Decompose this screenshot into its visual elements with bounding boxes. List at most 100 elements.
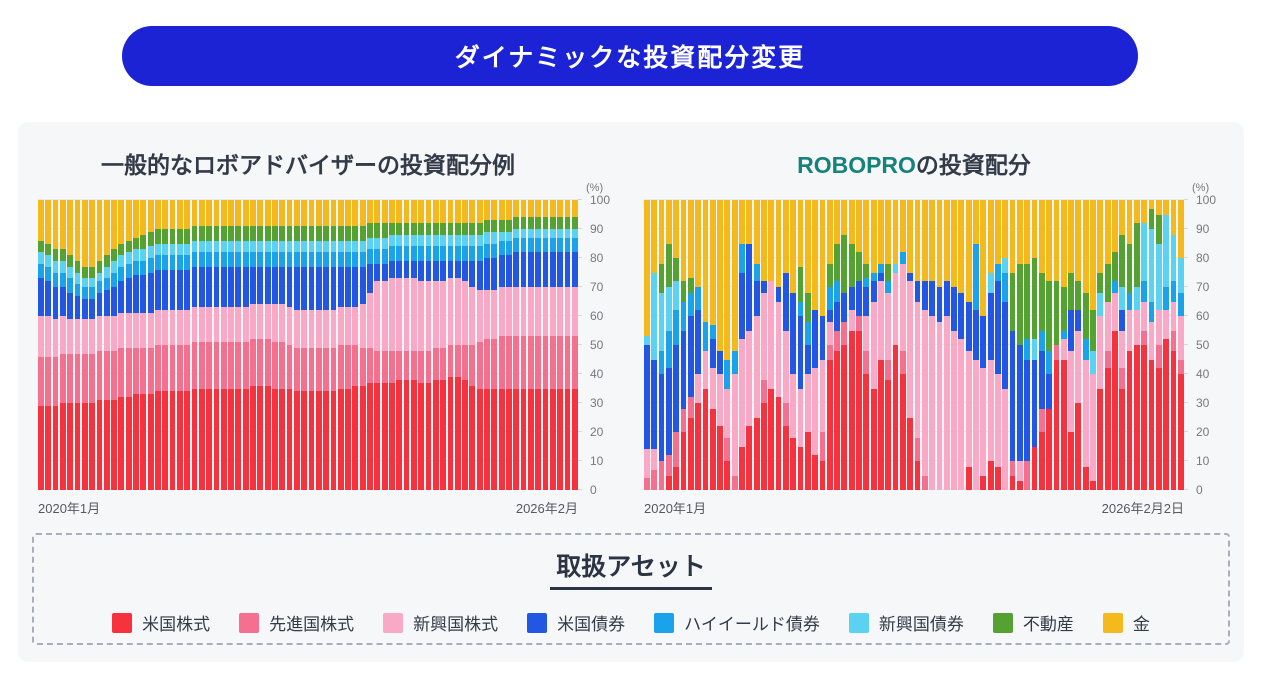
bar-segment xyxy=(330,226,337,241)
bar-segment xyxy=(140,275,147,314)
stacked-bar xyxy=(1046,200,1052,490)
bar-segment xyxy=(980,368,987,476)
bar-segment xyxy=(103,400,110,490)
bar-segment xyxy=(45,316,52,357)
bar-segment xyxy=(1068,350,1074,432)
y-tick-mark xyxy=(1184,431,1188,432)
bar-segment xyxy=(213,226,220,241)
bar-segment xyxy=(665,200,672,244)
bar-segment xyxy=(67,255,74,267)
bar-segment xyxy=(856,281,862,316)
bar-segment xyxy=(264,304,271,340)
bar-segment xyxy=(695,200,701,288)
bar-segment xyxy=(841,321,848,345)
stacked-bar xyxy=(687,200,694,490)
bar-segment xyxy=(753,417,760,490)
bar-segment xyxy=(761,379,767,403)
bar-segment xyxy=(447,278,454,346)
bar-segment xyxy=(272,304,278,343)
bar-segment xyxy=(739,339,745,447)
bar-segment xyxy=(717,374,723,427)
bar-segment xyxy=(52,260,59,273)
bar-segment xyxy=(768,200,775,282)
bar-segment xyxy=(724,359,731,389)
bar-segment xyxy=(557,336,563,389)
bar-segment xyxy=(323,226,329,241)
bar-segment xyxy=(899,252,906,264)
bar-segment xyxy=(228,240,234,253)
bar-segment xyxy=(133,275,139,314)
bar-segment xyxy=(914,281,921,302)
bar-segment xyxy=(1126,200,1133,244)
bar-segment xyxy=(899,350,906,374)
bar-segment xyxy=(272,240,278,253)
bar-segment xyxy=(870,272,877,282)
bar-segment xyxy=(337,266,344,308)
bar-segment xyxy=(520,217,527,230)
bar-segment xyxy=(440,379,446,490)
bar-segment xyxy=(687,316,694,398)
bar-segment xyxy=(768,388,775,490)
stacked-bar xyxy=(542,200,549,490)
bar-segment xyxy=(125,347,132,398)
bar-segment xyxy=(564,217,571,230)
bar-segment xyxy=(176,229,183,244)
bar-segment xyxy=(81,266,88,279)
gridline xyxy=(38,460,578,461)
bar-segment xyxy=(67,353,74,403)
bar-segment xyxy=(549,336,556,389)
bar-segment xyxy=(191,342,198,389)
bar-segment xyxy=(1177,292,1184,316)
bar-segment xyxy=(381,281,388,351)
bar-segment xyxy=(878,281,884,360)
bar-segment xyxy=(374,281,381,351)
bar-segment xyxy=(1177,258,1184,293)
bar-segment xyxy=(169,255,176,270)
stacked-bar xyxy=(965,200,972,490)
bar-segment xyxy=(680,301,687,331)
stacked-bar xyxy=(45,200,52,490)
bar-segment xyxy=(863,350,870,374)
bar-segment xyxy=(52,287,59,319)
y-tick-mark xyxy=(1184,402,1188,403)
bar-segment xyxy=(440,223,446,235)
bar-segment xyxy=(410,350,417,380)
y-tick-label: 80 xyxy=(1196,251,1210,265)
bar-segment xyxy=(542,200,549,218)
bar-segment xyxy=(133,200,139,238)
bar-segment xyxy=(1016,461,1023,482)
stacked-bar xyxy=(907,200,914,490)
bar-segment xyxy=(878,200,884,264)
bar-segment xyxy=(396,246,403,261)
gridline xyxy=(38,257,578,258)
bar-segment xyxy=(389,234,395,247)
bar-segment xyxy=(140,347,147,395)
bar-segment xyxy=(973,200,979,244)
bar-segment xyxy=(987,272,994,293)
bar-segment xyxy=(162,200,169,230)
bar-segment xyxy=(702,350,709,389)
gridline xyxy=(644,315,1184,316)
bar-segment xyxy=(768,281,775,389)
bar-segment xyxy=(308,200,315,227)
y-tick-label: 0 xyxy=(1196,483,1203,497)
bar-segment xyxy=(1038,432,1045,490)
stacked-bar xyxy=(162,200,169,490)
bar-segment xyxy=(155,229,161,244)
bar-segment xyxy=(359,226,366,241)
bar-segment xyxy=(52,200,59,250)
bar-segment xyxy=(542,287,549,337)
stacked-bar xyxy=(673,200,680,490)
bar-segment xyxy=(498,200,505,221)
bar-segment xyxy=(125,278,132,314)
bar-segment xyxy=(571,388,578,490)
y-tick-label: 0 xyxy=(590,483,597,497)
bar-segment xyxy=(491,289,498,340)
bar-segment xyxy=(96,260,103,273)
bar-segment xyxy=(235,226,242,241)
bar-segment xyxy=(389,278,395,351)
bar-segment xyxy=(454,223,461,235)
bar-segment xyxy=(527,200,534,218)
bar-segment xyxy=(644,449,650,479)
bar-segment xyxy=(125,200,132,241)
